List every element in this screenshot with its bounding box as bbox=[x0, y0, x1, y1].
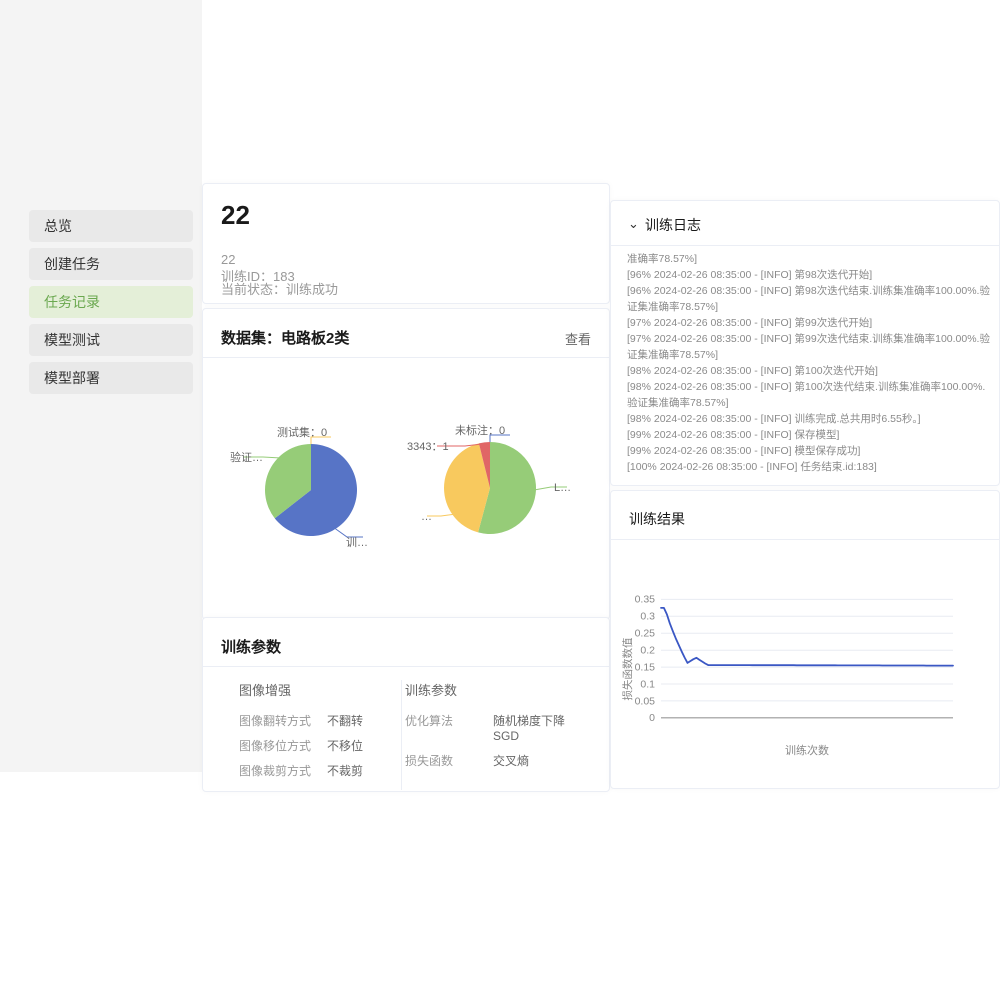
svg-text:0.25: 0.25 bbox=[635, 628, 656, 640]
svg-text:0: 0 bbox=[649, 712, 655, 724]
svg-text:3343：1: 3343：1 bbox=[407, 441, 449, 453]
svg-text:0.15: 0.15 bbox=[635, 662, 656, 674]
svg-text:验证…: 验证… bbox=[230, 450, 263, 464]
svg-text:0.1: 0.1 bbox=[640, 679, 655, 691]
svg-text:0.2: 0.2 bbox=[640, 645, 655, 657]
svg-text:训…: 训… bbox=[346, 536, 368, 549]
svg-text:…: … bbox=[421, 511, 432, 523]
svg-text:测试集：0: 测试集：0 bbox=[277, 425, 327, 439]
svg-text:训练次数: 训练次数 bbox=[785, 743, 829, 757]
svg-text:0.3: 0.3 bbox=[640, 611, 655, 623]
svg-text:未标注：0: 未标注：0 bbox=[455, 423, 505, 437]
svg-text:损失函数数值: 损失函数数值 bbox=[621, 637, 634, 700]
svg-text:0.35: 0.35 bbox=[635, 594, 656, 606]
svg-text:L…: L… bbox=[554, 482, 571, 494]
svg-text:0.05: 0.05 bbox=[635, 696, 656, 708]
